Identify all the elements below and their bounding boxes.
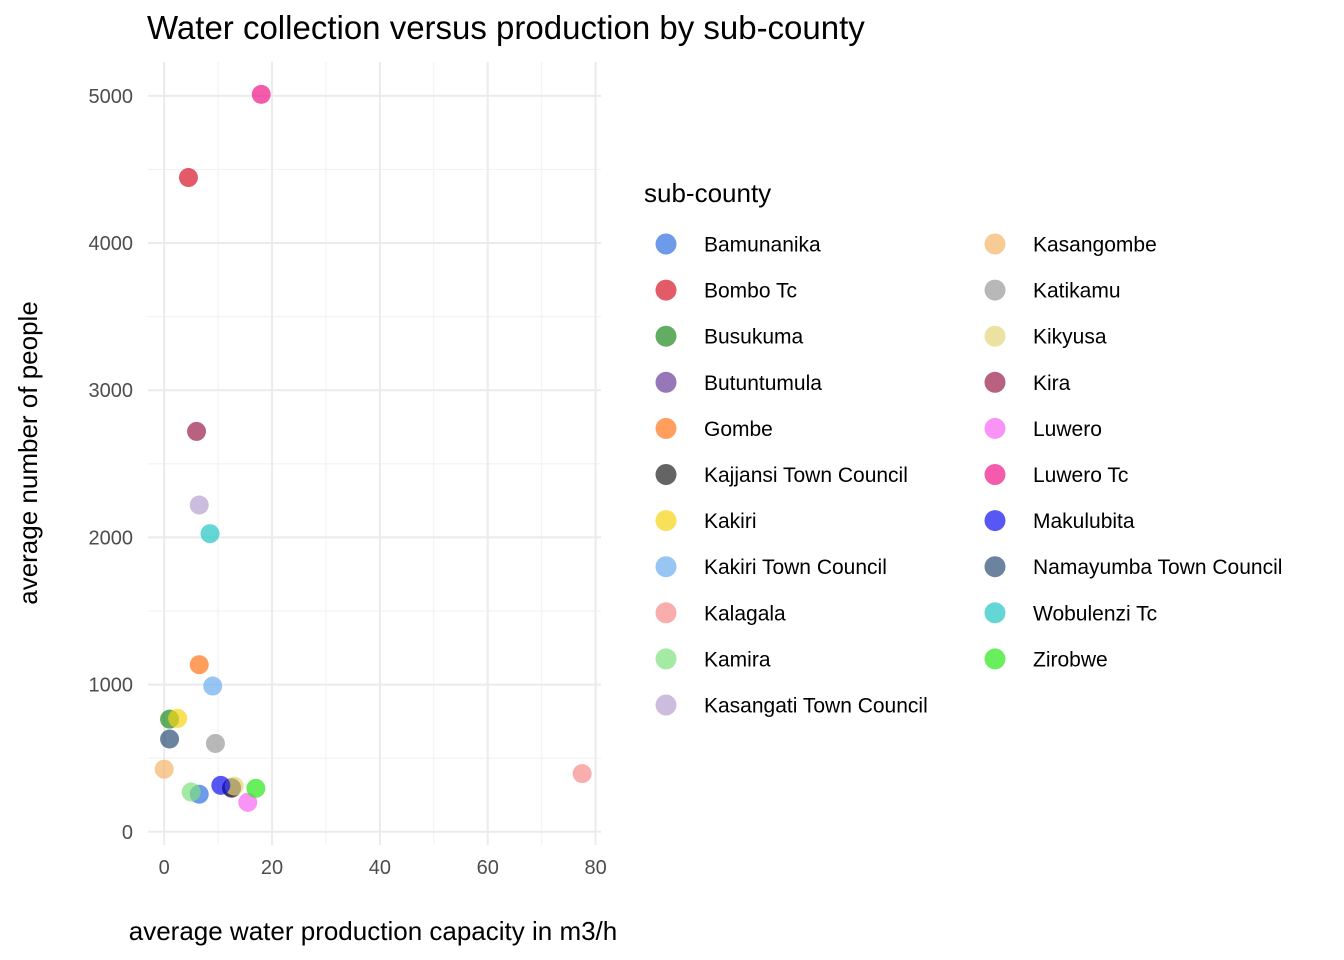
x-tick-label: 80 [584, 857, 606, 879]
legend-key [655, 233, 677, 255]
legend-label: Butuntumula [704, 372, 822, 395]
legend-key [655, 325, 677, 347]
y-tick-label: 4000 [89, 233, 134, 255]
data-point [246, 778, 266, 798]
data-point [251, 84, 271, 104]
legend-key [984, 325, 1006, 347]
legend-key [984, 648, 1006, 670]
y-tick-label: 0 [122, 822, 133, 844]
x-tick-label: 20 [261, 857, 283, 879]
x-tick-labels: 0 20 40 60 80 [159, 857, 607, 879]
legend-label: Kasangati Town Council [704, 695, 928, 718]
grid [148, 62, 601, 845]
legend-label: Wobulenzi Tc [1033, 602, 1157, 625]
legend-key [984, 371, 1006, 393]
data-point [211, 775, 231, 795]
legend-key [655, 371, 677, 393]
legend-label: Kikyusa [1033, 326, 1107, 349]
legend-label: Makulubita [1033, 510, 1135, 533]
y-axis-title: average number of people [13, 301, 43, 605]
legend-key [984, 556, 1006, 578]
legend-label: Zirobwe [1033, 648, 1108, 671]
data-point [203, 676, 223, 696]
x-axis-title: average water production capacity in m3/… [129, 916, 618, 946]
legend-label: Kajjansi Town Council [704, 464, 908, 487]
legend-key [984, 510, 1006, 532]
legend-key [655, 648, 677, 670]
data-point [189, 495, 209, 515]
chart-title: Water collection versus production by su… [147, 9, 865, 46]
legend-key [655, 510, 677, 532]
legend-key [984, 464, 1006, 485]
legend-label: Kalagala [704, 602, 786, 625]
legend-label: Namayumba Town Council [1033, 556, 1282, 579]
legend-label: Gombe [704, 418, 773, 441]
legend-label: Bamunanika [704, 234, 821, 257]
legend-key [984, 233, 1006, 255]
y-tick-label: 3000 [89, 380, 134, 402]
legend-title: sub-county [644, 178, 771, 208]
data-point [200, 524, 220, 544]
y-tick-label: 5000 [89, 86, 134, 108]
legend-key [984, 602, 1006, 624]
x-tick-label: 40 [369, 857, 391, 879]
legend-key [655, 279, 677, 301]
x-tick-label: 0 [159, 857, 170, 879]
y-tick-label: 1000 [89, 675, 134, 697]
data-point [168, 708, 188, 728]
data-point [224, 776, 244, 796]
legend-key [655, 417, 677, 439]
legend-label: Kasangombe [1033, 234, 1157, 257]
data-point [187, 421, 207, 441]
legend-key [655, 694, 677, 716]
legend-label: Kakiri Town Council [704, 556, 887, 579]
data-point [238, 792, 258, 812]
legend-label: Busukuma [704, 326, 804, 349]
data-points [154, 84, 592, 812]
legend: Bamunanika Bombo Tc Busukuma Butuntumula Gom… [655, 233, 1282, 718]
legend-label: Katikamu [1033, 280, 1121, 303]
legend-label: Luwero Tc [1033, 464, 1128, 487]
legend-label: Kira [1033, 372, 1071, 395]
data-point [572, 764, 592, 784]
data-point [178, 168, 198, 188]
legend-key [655, 556, 677, 578]
data-point [154, 759, 174, 779]
data-point [160, 729, 180, 749]
legend-label: Luwero [1033, 418, 1102, 441]
legend-key [984, 417, 1006, 439]
legend-label: Kamira [704, 648, 771, 671]
data-point [189, 655, 209, 675]
y-tick-label: 2000 [89, 527, 134, 549]
legend-label: Bombo Tc [704, 280, 797, 303]
legend-key [655, 602, 677, 624]
x-tick-label: 60 [477, 857, 499, 879]
y-tick-labels: 0 1000 2000 3000 4000 5000 [89, 86, 134, 844]
legend-key [655, 464, 677, 485]
data-point [181, 782, 201, 802]
data-point [205, 733, 225, 753]
legend-key [984, 279, 1006, 301]
legend-label: Kakiri [704, 510, 757, 533]
